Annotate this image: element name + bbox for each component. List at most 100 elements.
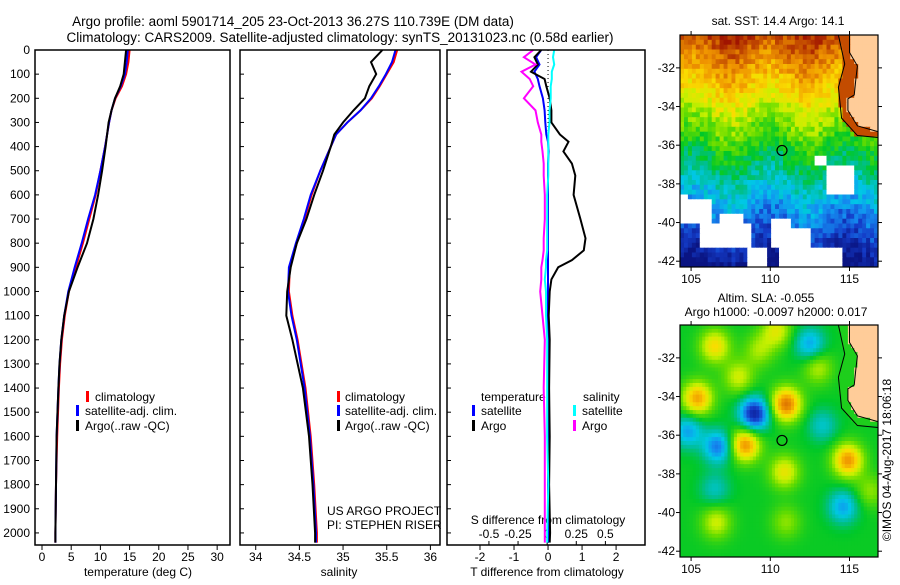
- map-cell: [819, 175, 824, 180]
- map-cell: [795, 122, 800, 127]
- map-cell: [739, 117, 744, 122]
- legend-label: climatology: [345, 390, 405, 404]
- map-cell: [827, 209, 832, 214]
- map-cell: [680, 35, 685, 40]
- map-cell: [759, 45, 764, 50]
- map-cell: [858, 112, 863, 117]
- map-cell: [720, 64, 725, 69]
- map-cell: [708, 83, 713, 88]
- map-cell: [755, 166, 760, 171]
- map-cell: [720, 122, 725, 127]
- map-cell: [739, 161, 744, 166]
- y-tick-label: 1100: [4, 309, 30, 323]
- map-cell: [755, 228, 760, 233]
- map-cell: [815, 45, 820, 50]
- map-cell: [735, 233, 740, 238]
- map-cell: [779, 146, 784, 151]
- map-cell: [799, 199, 804, 204]
- map-cell: [854, 98, 859, 103]
- map-cell: [866, 161, 871, 166]
- map-cell: [795, 98, 800, 103]
- map-cell: [799, 35, 804, 40]
- map-cell: [755, 50, 760, 55]
- map-cell: [815, 59, 820, 64]
- map-cell: [846, 141, 851, 146]
- map-cell: [739, 228, 744, 233]
- map-cell: [807, 243, 812, 248]
- map-cell: [779, 170, 784, 175]
- map-cell: [819, 161, 824, 166]
- map-cell: [759, 243, 764, 248]
- map-cell: [708, 40, 713, 45]
- map-cell: [700, 40, 705, 45]
- map-cell: [747, 117, 752, 122]
- map-cell: [787, 54, 792, 59]
- map-cell: [728, 243, 733, 248]
- map-cell: [866, 141, 871, 146]
- map-cell: [827, 185, 832, 190]
- map-cell: [775, 156, 780, 161]
- map-cell: [854, 40, 859, 45]
- map-cell: [819, 54, 824, 59]
- map-cell: [795, 108, 800, 113]
- map-cell: [807, 170, 812, 175]
- map-cell: [787, 93, 792, 98]
- map-cell: [739, 166, 744, 171]
- map-cell: [775, 185, 780, 190]
- map-cell: [708, 214, 713, 219]
- lon-tick-label: 105: [681, 272, 701, 286]
- map-cell: [755, 64, 760, 69]
- map-cell: [739, 195, 744, 200]
- map-cell: [795, 209, 800, 214]
- map-cell: [858, 195, 863, 200]
- map-cell: [708, 45, 713, 50]
- map-cell: [767, 156, 772, 161]
- map-cell: [759, 50, 764, 55]
- map-cell: [854, 112, 859, 117]
- map-cell: [834, 141, 839, 146]
- map-cell: [779, 69, 784, 74]
- map-cell: [680, 83, 685, 88]
- map-cell: [708, 199, 713, 204]
- map-cell: [680, 50, 685, 55]
- map-cell: [700, 117, 705, 122]
- map-cell: [815, 146, 820, 151]
- map-cell: [779, 156, 784, 161]
- legend-swatch-t-satellite: [472, 405, 475, 416]
- map-cell: [779, 199, 784, 204]
- map-cell: [858, 185, 863, 190]
- map-cell: [799, 228, 804, 233]
- map-cell: [795, 253, 800, 258]
- map-cell: [799, 108, 804, 113]
- map-cell: [775, 112, 780, 117]
- map-cell: [838, 137, 843, 142]
- map-cell: [807, 233, 812, 238]
- map-cell: [700, 253, 705, 258]
- map-cell: [759, 132, 764, 137]
- map-cell: [716, 64, 721, 69]
- map-cell: [779, 233, 784, 238]
- map-cell: [696, 161, 701, 166]
- map-cell: [858, 243, 863, 248]
- map-cell: [728, 137, 733, 142]
- series-line-argo-raw-qc-: [55, 50, 126, 543]
- map-cell: [708, 50, 713, 55]
- map-cell: [779, 214, 784, 219]
- map-cell: [799, 204, 804, 209]
- map-cell: [680, 156, 685, 161]
- map-cell: [696, 45, 701, 50]
- map-cell: [858, 108, 863, 113]
- map-cell: [807, 199, 812, 204]
- map-cell: [720, 151, 725, 156]
- y-tick-label: 900: [10, 260, 30, 274]
- map-cell: [819, 170, 824, 175]
- map-cell: [755, 40, 760, 45]
- map-cell: [728, 248, 733, 253]
- map-cell: [858, 64, 863, 69]
- map-cell: [696, 151, 701, 156]
- map-cell: [834, 122, 839, 127]
- map-cell: [846, 74, 851, 79]
- map-cell: [720, 108, 725, 113]
- map-cell: [834, 156, 839, 161]
- map-cell: [767, 122, 772, 127]
